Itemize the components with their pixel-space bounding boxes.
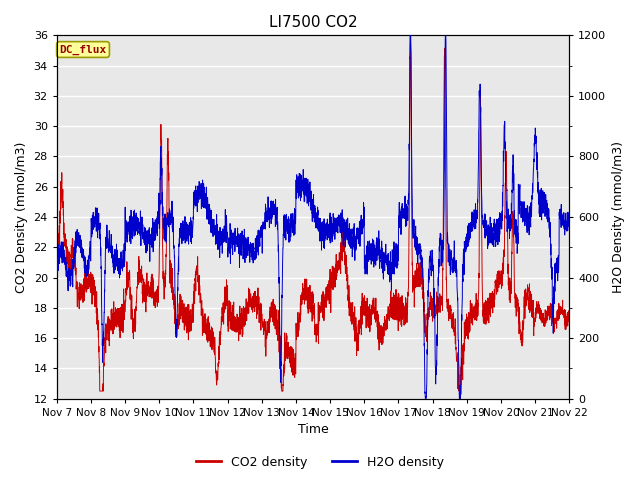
- Y-axis label: CO2 Density (mmol/m3): CO2 Density (mmol/m3): [15, 141, 28, 293]
- Title: LI7500 CO2: LI7500 CO2: [269, 15, 357, 30]
- Y-axis label: H2O Density (mmol/m3): H2O Density (mmol/m3): [612, 141, 625, 293]
- Legend: CO2 density, H2O density: CO2 density, H2O density: [191, 451, 449, 474]
- X-axis label: Time: Time: [298, 423, 328, 436]
- Text: DC_flux: DC_flux: [60, 45, 107, 55]
